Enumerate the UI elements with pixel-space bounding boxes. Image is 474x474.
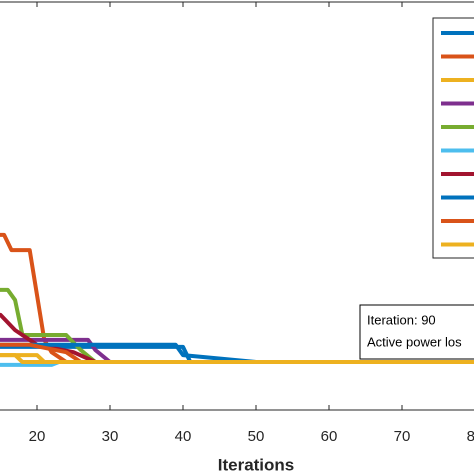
x-tick-label: 20: [29, 428, 46, 445]
plot-area: [0, 232, 474, 367]
x-tick-label: 60: [321, 428, 338, 445]
x-tick-label: 70: [394, 428, 411, 445]
legend-keys: [441, 31, 474, 247]
datatip-text: Iteration: 90: [367, 312, 436, 327]
x-tick-label: 30: [102, 428, 119, 445]
series-line: [0, 353, 474, 364]
x-axis-label: Iterations: [218, 455, 295, 474]
x-tick-label: 40: [175, 428, 192, 445]
datatip-text: Active power los: [367, 334, 462, 349]
datatip: [359, 304, 474, 360]
x-tick-label: 50: [248, 428, 265, 445]
x-tick-label: 80: [467, 428, 474, 445]
